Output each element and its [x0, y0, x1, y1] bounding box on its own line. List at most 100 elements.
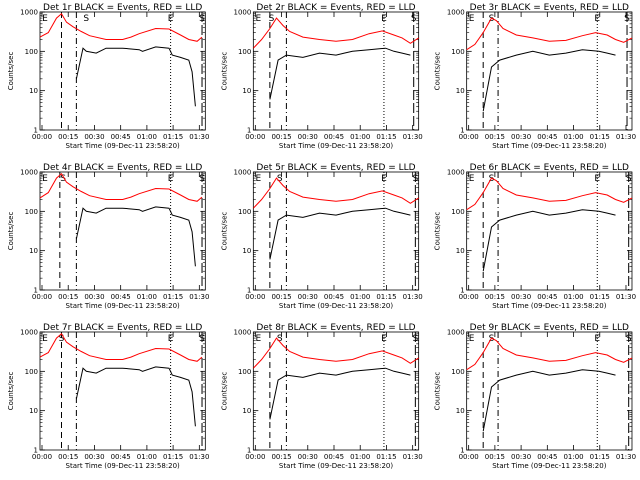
event-marker-label: S [412, 174, 418, 184]
y-tick-label: 100 [238, 208, 251, 216]
x-tick-label: 00:00 [245, 293, 265, 301]
x-tick-label: 01:15 [590, 453, 610, 461]
x-tick-label: 00:45 [324, 293, 344, 301]
chart-panel: Det 9r BLACK = Events, RED = LLD 1 10 100 10… [434, 323, 636, 470]
y-tick-label: 100 [238, 48, 251, 56]
event-marker-label: E [42, 174, 48, 184]
y-axis-label: Counts/sec [220, 372, 228, 411]
x-tick-label: 00:30 [298, 133, 318, 141]
x-tick-label: 01:00 [350, 133, 370, 141]
y-tick-label: 100 [451, 208, 464, 216]
y-axis-label: Counts/sec [7, 372, 15, 411]
plot-frame [39, 11, 206, 131]
chart-panel: Det 7r BLACK = Events, RED = LLD 1 10 100 10… [7, 323, 209, 470]
event-marker-label: S [60, 174, 66, 184]
y-tick-label: 10 [29, 247, 38, 255]
event-marker-label: S [489, 174, 495, 184]
chart-panel: Det 2r BLACK = Events, RED = LLD 1 10 100 10… [220, 3, 422, 150]
series-black-line [482, 49, 616, 112]
event-marker-label: E [255, 14, 261, 24]
y-tick-label: 1 [34, 127, 38, 135]
y-tick-label: 10 [29, 87, 38, 95]
chart-title: Det 4r BLACK = Events, RED = LLD [43, 163, 202, 173]
x-tick-label: 01:30 [189, 453, 209, 461]
y-tick-label: 10 [456, 87, 465, 95]
x-tick-label: 01:30 [189, 293, 209, 301]
y-tick-label: 1000 [20, 329, 38, 337]
y-tick-label: 1000 [234, 329, 252, 337]
y-axis-label: Counts/sec [220, 212, 228, 251]
event-marker-label: E [594, 14, 600, 24]
x-tick-label: 01:15 [376, 293, 396, 301]
chart-title: Det 5r BLACK = Events, RED = LLD [256, 163, 415, 173]
x-tick-label: 00:15 [271, 133, 291, 141]
x-tick-label: 00:15 [271, 293, 291, 301]
event-marker-label: S [411, 14, 417, 24]
y-tick-label: 1 [460, 287, 464, 295]
x-axis-label: Start Time (09-Dec-11 23:58:20) [492, 142, 606, 150]
x-tick-label: 00:15 [485, 453, 505, 461]
series-black-line [269, 47, 411, 100]
plot-frame [252, 11, 420, 131]
event-marker-label: S [489, 334, 495, 344]
x-tick-label: 01:15 [376, 453, 396, 461]
x-tick-label: 00:45 [111, 453, 131, 461]
x-axis-label: Start Time (09-Dec-11 23:58:20) [279, 142, 393, 150]
x-tick-label: 01:00 [350, 293, 370, 301]
chart-panel: Det 1r BLACK = Events, RED = LLD 1 10 100 10… [7, 3, 209, 150]
x-tick-label: 00:30 [298, 453, 318, 461]
x-tick-label: 01:00 [350, 453, 370, 461]
x-tick-label: 01:15 [590, 133, 610, 141]
x-tick-label: 00:30 [298, 293, 318, 301]
chart-panel: Det 3r BLACK = Events, RED = LLD 1 10 100 10… [434, 3, 636, 150]
event-marker-label: E [469, 14, 475, 24]
x-tick-label: 01:00 [137, 133, 157, 141]
event-marker-label: E [594, 334, 600, 344]
x-tick-label: 00:15 [58, 293, 78, 301]
event-marker-label: S [199, 334, 205, 344]
y-tick-label: 100 [451, 48, 464, 56]
plot-frame [39, 331, 206, 451]
x-tick-label: 01:00 [563, 133, 583, 141]
event-marker-label: S [199, 174, 205, 184]
y-tick-label: 10 [29, 407, 38, 415]
x-tick-label: 01:00 [563, 293, 583, 301]
y-tick-label: 100 [25, 208, 38, 216]
x-axis-label: Start Time (09-Dec-11 23:58:20) [66, 302, 180, 310]
x-tick-label: 00:45 [111, 133, 131, 141]
event-marker-label: E [168, 334, 174, 344]
event-marker-label: E [255, 334, 261, 344]
y-tick-label: 1 [247, 127, 251, 135]
y-tick-label: 100 [451, 368, 464, 376]
x-axis-label: Start Time (09-Dec-11 23:58:20) [492, 462, 606, 470]
y-tick-label: 1000 [234, 169, 252, 177]
y-tick-label: 1 [247, 447, 251, 455]
event-marker-label: S [277, 334, 283, 344]
y-tick-label: 1 [34, 447, 38, 455]
y-axis-label: Counts/sec [220, 52, 228, 91]
x-tick-label: 00:00 [245, 453, 265, 461]
series-red-line [252, 337, 419, 369]
y-axis-label: Counts/sec [434, 52, 442, 91]
series-red-line [39, 13, 203, 42]
chart-title: Det 3r BLACK = Events, RED = LLD [470, 3, 629, 13]
series-red-line [466, 177, 633, 211]
event-marker-label: E [42, 334, 48, 344]
y-tick-label: 10 [242, 407, 251, 415]
event-marker-label: S [489, 14, 495, 24]
x-axis-label: Start Time (09-Dec-11 23:58:20) [279, 462, 393, 470]
x-tick-label: 01:30 [616, 293, 636, 301]
chart-title: Det 1r BLACK = Events, RED = LLD [43, 3, 202, 13]
x-tick-label: 00:30 [511, 133, 531, 141]
series-red-line [252, 177, 419, 209]
y-tick-label: 1 [460, 127, 464, 135]
y-tick-label: 1000 [20, 169, 38, 177]
series-black-line [482, 369, 616, 432]
series-red-line [466, 337, 633, 371]
chart-title: Det 8r BLACK = Events, RED = LLD [256, 323, 415, 333]
event-marker-label: E [168, 14, 174, 24]
plot-frame [252, 171, 420, 291]
plot-frame [466, 11, 633, 131]
event-marker-label: E [469, 174, 475, 184]
event-marker-label: E [168, 174, 174, 184]
